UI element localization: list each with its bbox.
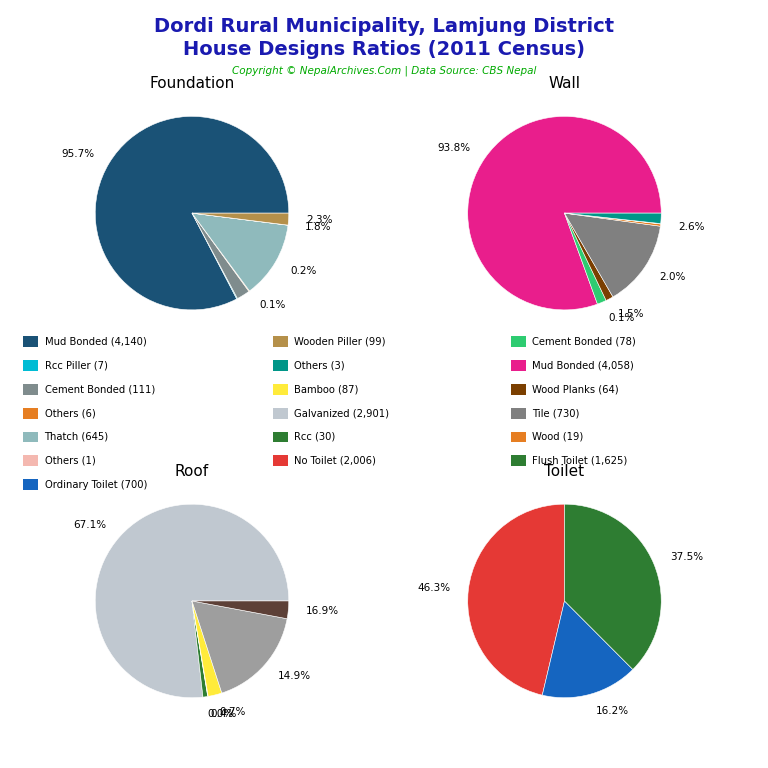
Wedge shape	[95, 505, 289, 697]
Title: Toilet: Toilet	[545, 464, 584, 478]
Title: Roof: Roof	[175, 464, 209, 478]
Text: Others (1): Others (1)	[45, 455, 95, 466]
Text: 14.9%: 14.9%	[278, 671, 311, 681]
Wedge shape	[192, 214, 249, 299]
Wedge shape	[192, 214, 237, 299]
Wedge shape	[468, 117, 661, 310]
Text: Ordinary Toilet (700): Ordinary Toilet (700)	[45, 479, 147, 490]
Text: Wood Planks (64): Wood Planks (64)	[532, 384, 619, 395]
Text: Bamboo (87): Bamboo (87)	[294, 384, 359, 395]
Wedge shape	[468, 504, 564, 695]
Text: 16.2%: 16.2%	[596, 706, 629, 716]
Text: 2.0%: 2.0%	[659, 272, 686, 282]
Text: Cement Bonded (78): Cement Bonded (78)	[532, 336, 636, 347]
Wedge shape	[564, 504, 661, 670]
Wedge shape	[564, 214, 660, 224]
Text: 0.2%: 0.2%	[290, 266, 317, 276]
Text: 0.1%: 0.1%	[608, 313, 635, 323]
Text: Copyright © NepalArchives.Com | Data Source: CBS Nepal: Copyright © NepalArchives.Com | Data Sou…	[232, 65, 536, 76]
Text: 2.3%: 2.3%	[306, 215, 333, 225]
Text: 16.9%: 16.9%	[306, 607, 339, 617]
Wedge shape	[192, 601, 222, 697]
Text: Galvanized (2,901): Galvanized (2,901)	[294, 408, 389, 419]
Wedge shape	[192, 214, 289, 225]
Text: Wooden Piller (99): Wooden Piller (99)	[294, 336, 386, 347]
Wedge shape	[192, 601, 208, 697]
Wedge shape	[564, 214, 613, 300]
Text: No Toilet (2,006): No Toilet (2,006)	[294, 455, 376, 466]
Title: Foundation: Foundation	[149, 76, 235, 91]
Wedge shape	[95, 117, 289, 310]
Text: House Designs Ratios (2011 Census): House Designs Ratios (2011 Census)	[183, 40, 585, 59]
Text: 46.3%: 46.3%	[418, 583, 451, 593]
Text: Thatch (645): Thatch (645)	[45, 432, 108, 442]
Title: Wall: Wall	[548, 76, 581, 91]
Wedge shape	[542, 601, 633, 697]
Text: Rcc (30): Rcc (30)	[294, 432, 336, 442]
Wedge shape	[564, 213, 661, 223]
Text: 0.4%: 0.4%	[211, 709, 237, 719]
Text: Others (3): Others (3)	[294, 360, 345, 371]
Text: 0.1%: 0.1%	[260, 300, 286, 310]
Wedge shape	[192, 214, 288, 291]
Text: Wood (19): Wood (19)	[532, 432, 584, 442]
Wedge shape	[192, 601, 287, 693]
Wedge shape	[564, 214, 606, 304]
Text: 95.7%: 95.7%	[61, 149, 94, 159]
Text: Dordi Rural Municipality, Lamjung District: Dordi Rural Municipality, Lamjung Distri…	[154, 17, 614, 36]
Text: Tile (730): Tile (730)	[532, 408, 580, 419]
Wedge shape	[192, 214, 288, 225]
Text: Mud Bonded (4,058): Mud Bonded (4,058)	[532, 360, 634, 371]
Text: Others (6): Others (6)	[45, 408, 95, 419]
Text: 0.0%: 0.0%	[208, 709, 234, 719]
Wedge shape	[564, 214, 660, 297]
Text: 0.7%: 0.7%	[219, 707, 246, 717]
Text: 93.8%: 93.8%	[438, 143, 471, 153]
Wedge shape	[192, 601, 289, 619]
Text: 2.6%: 2.6%	[678, 222, 704, 232]
Text: 1.8%: 1.8%	[306, 222, 332, 233]
Text: Flush Toilet (1,625): Flush Toilet (1,625)	[532, 455, 627, 466]
Wedge shape	[192, 601, 208, 697]
Text: Cement Bonded (111): Cement Bonded (111)	[45, 384, 155, 395]
Wedge shape	[192, 214, 250, 291]
Text: Mud Bonded (4,140): Mud Bonded (4,140)	[45, 336, 146, 347]
Text: 37.5%: 37.5%	[670, 552, 703, 562]
Text: Rcc Piller (7): Rcc Piller (7)	[45, 360, 108, 371]
Wedge shape	[564, 214, 660, 227]
Text: 67.1%: 67.1%	[74, 520, 107, 530]
Text: 1.5%: 1.5%	[617, 310, 644, 319]
